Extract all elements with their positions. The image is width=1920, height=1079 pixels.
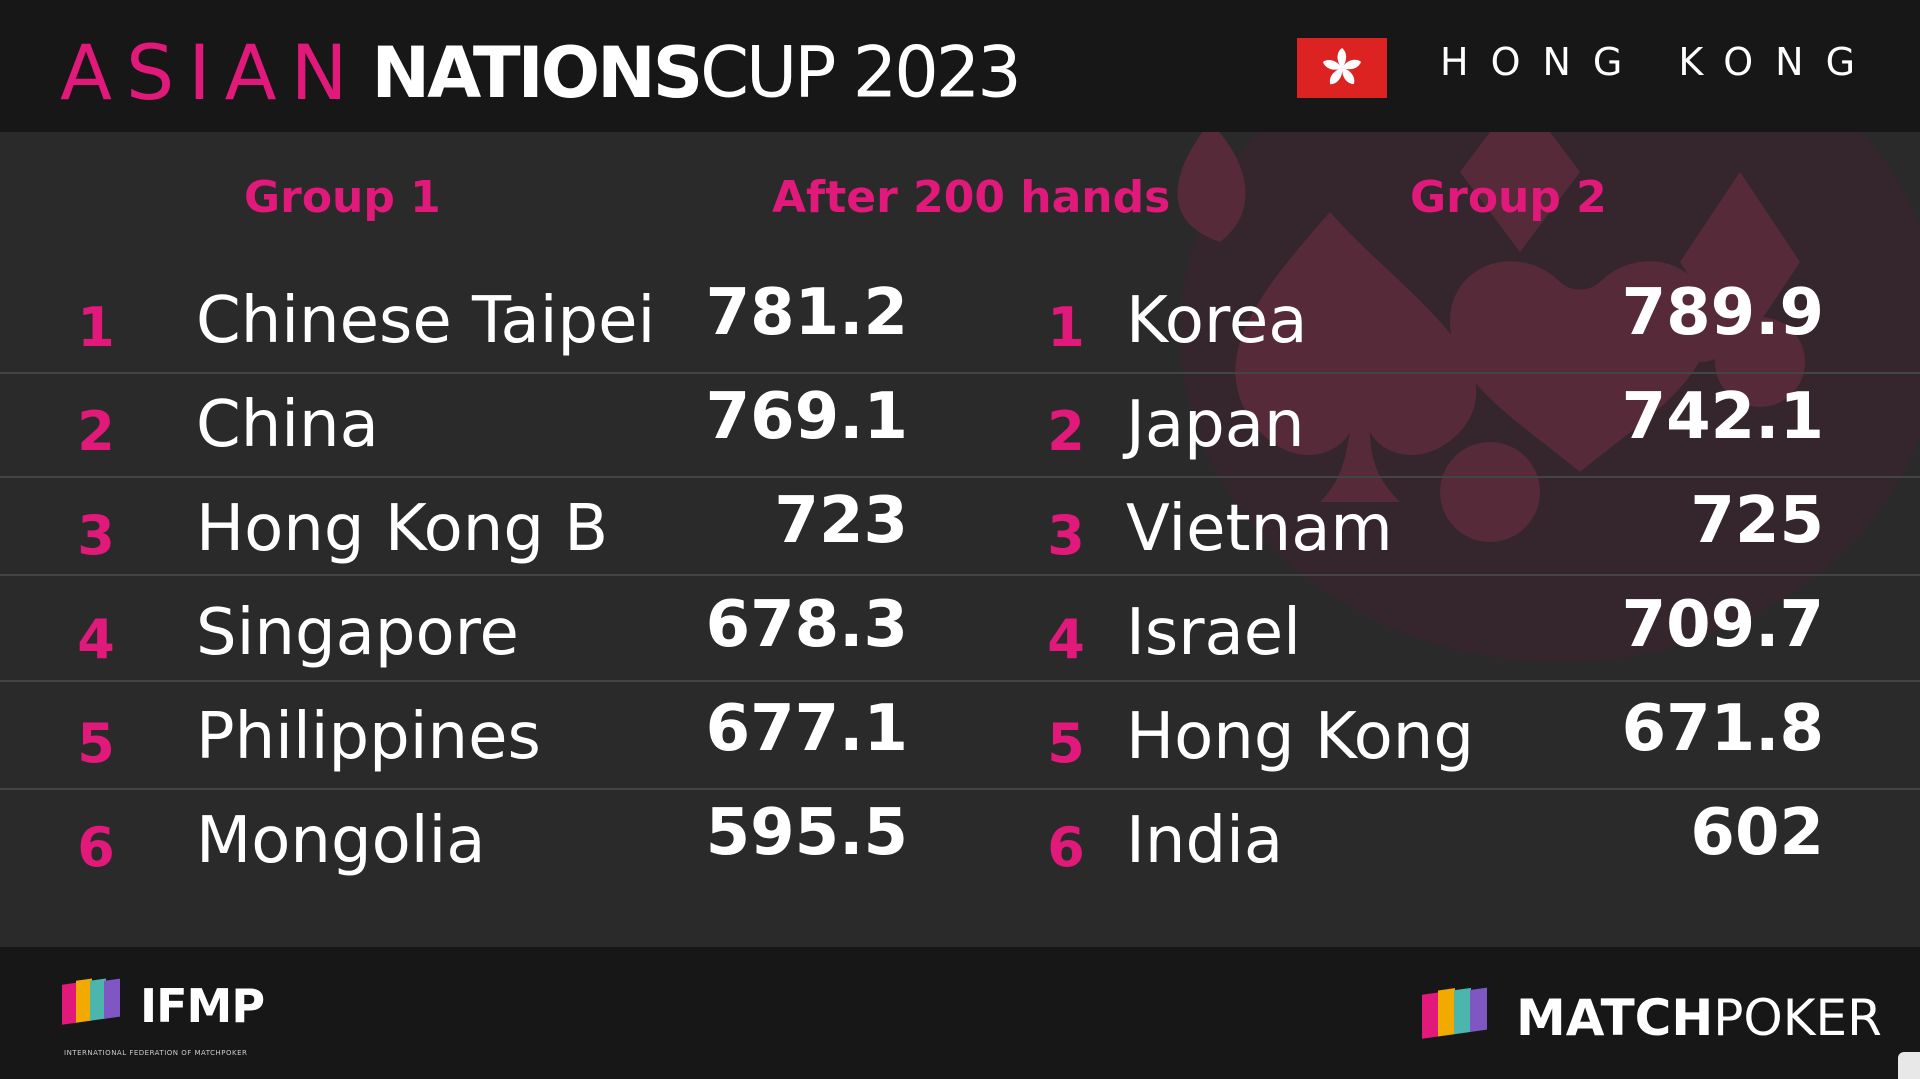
group1-score: 723 [774, 484, 908, 558]
matchpoker-cards-icon [1422, 987, 1487, 1039]
row-divider [0, 372, 1920, 374]
standings-row: 6 Mongolia 595.5 6 India 602 [0, 790, 1920, 895]
group2-score: 602 [1690, 796, 1824, 870]
row-divider [0, 574, 1920, 576]
row-divider [0, 476, 1920, 478]
matchpoker-name: MATCHPOKER [1516, 989, 1882, 1047]
group1-team: Hong Kong B [196, 492, 609, 566]
matchpoker-logo: MATCHPOKER [1420, 977, 1882, 1057]
group1-score: 677.1 [705, 692, 908, 766]
title-nations: NATIONS [371, 31, 704, 114]
group1-rank: 5 [77, 712, 115, 775]
standings-row: 5 Philippines 677.1 5 Hong Kong 671.8 [0, 686, 1920, 791]
title-asian: ASIAN [60, 28, 362, 117]
group2-rank: 1 [1047, 296, 1085, 359]
header-bar: ASIAN NATIONSCUP 2023 HONG KONG [0, 0, 1920, 132]
after-hands-heading: After 200 hands [772, 172, 1171, 223]
group2-team: Hong Kong [1126, 700, 1474, 774]
group2-rank: 3 [1047, 504, 1085, 567]
group2-team: India [1126, 804, 1284, 878]
group1-heading: Group 1 [244, 172, 441, 223]
group2-team: Japan [1126, 388, 1305, 462]
group2-score: 709.7 [1621, 588, 1824, 662]
standings-row: 2 China 769.1 2 Japan 742.1 [0, 374, 1920, 479]
standings-row: 3 Hong Kong B 723 3 Vietnam 725 [0, 478, 1920, 583]
standings-row: 4 Singapore 678.3 4 Israel 709.7 [0, 582, 1920, 687]
ifmp-logo: IFMP INTERNATIONAL FEDERATION OF MATCHPO… [60, 975, 300, 1065]
group1-team: Chinese Taipei [196, 284, 656, 358]
group2-team: Israel [1126, 596, 1301, 670]
group1-score: 781.2 [705, 276, 908, 350]
group1-score: 678.3 [705, 588, 908, 662]
group2-team: Korea [1126, 284, 1308, 358]
group2-score: 671.8 [1621, 692, 1824, 766]
row-divider [0, 680, 1920, 682]
ifmp-subtitle: INTERNATIONAL FEDERATION OF MATCHPOKER [64, 1049, 248, 1057]
group2-score: 742.1 [1621, 380, 1824, 454]
group2-team: Vietnam [1126, 492, 1393, 566]
matchpoker-name-light: POKER [1713, 989, 1882, 1047]
standings-row: 1 Chinese Taipei 781.2 1 Korea 789.9 [0, 270, 1920, 375]
group1-score: 769.1 [705, 380, 908, 454]
hong-kong-flag-icon [1297, 38, 1387, 98]
group1-rank: 4 [77, 608, 115, 671]
location-label: HONG KONG [1440, 40, 1878, 84]
group2-rank: 5 [1047, 712, 1085, 775]
group2-heading: Group 2 [1410, 172, 1607, 223]
card-suits-background-art [1177, 132, 1920, 662]
group2-rank: 6 [1047, 816, 1085, 879]
corner-overlay [1898, 1052, 1920, 1079]
group2-score: 789.9 [1621, 276, 1824, 350]
group1-rank: 6 [77, 816, 115, 879]
title-cup-year: CUP 2023 [700, 31, 1022, 114]
group2-rank: 4 [1047, 608, 1085, 671]
group2-score: 725 [1690, 484, 1824, 558]
group1-team: China [196, 388, 379, 462]
ifmp-cards-icon [62, 978, 120, 1025]
group1-rank: 2 [77, 400, 115, 463]
standings-panel: Group 1 After 200 hands Group 2 1 Chines… [0, 132, 1920, 947]
event-title: ASIAN NATIONSCUP 2023 [60, 28, 1022, 117]
row-divider [0, 788, 1920, 790]
matchpoker-name-bold: MATCH [1516, 989, 1714, 1047]
footer-bar: IFMP INTERNATIONAL FEDERATION OF MATCHPO… [0, 947, 1920, 1079]
group1-team: Mongolia [196, 804, 486, 878]
group2-rank: 2 [1047, 400, 1085, 463]
group1-rank: 3 [77, 504, 115, 567]
group1-team: Philippines [196, 700, 541, 774]
group1-score: 595.5 [705, 796, 908, 870]
group1-rank: 1 [77, 296, 115, 359]
ifmp-name: IFMP [140, 979, 265, 1033]
group1-team: Singapore [196, 596, 519, 670]
